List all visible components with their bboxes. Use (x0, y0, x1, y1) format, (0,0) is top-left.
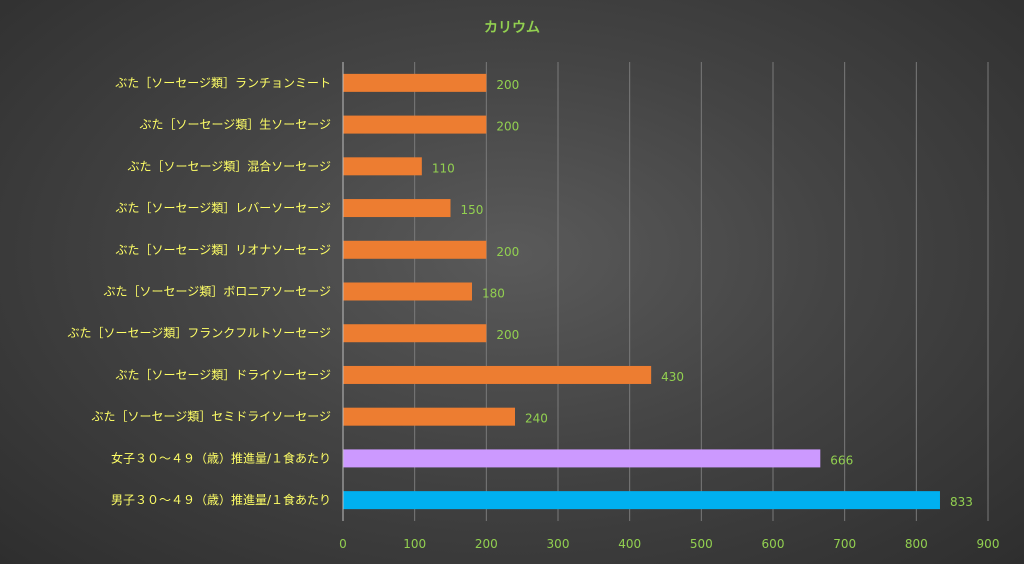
data-label: 150 (461, 203, 484, 217)
data-label: 110 (432, 161, 455, 175)
chart-title: カリウム (484, 20, 540, 36)
bar (343, 199, 451, 218)
x-tick-label: 600 (762, 537, 785, 551)
data-label: 666 (830, 453, 853, 467)
bars (343, 73, 940, 510)
x-tick-label: 100 (403, 537, 426, 551)
category-label: ぶた［ソーセージ類］セミドライソーセージ (91, 410, 331, 424)
x-tick-label: 400 (618, 537, 641, 551)
category-label: ぶた［ソーセージ類］混合ソーセージ (127, 158, 331, 173)
data-label: 833 (950, 495, 973, 509)
x-tick-label: 300 (547, 537, 570, 551)
bar (343, 365, 652, 384)
data-label: 430 (661, 370, 684, 384)
category-label: ぶた［ソーセージ類］フランクフルトソーセージ (67, 326, 331, 340)
data-label: 180 (482, 287, 505, 301)
category-label: ぶた［ソーセージ類］生ソーセージ (139, 118, 331, 132)
data-label: 200 (496, 328, 519, 342)
data-label: 240 (525, 412, 548, 426)
x-tick-label: 0 (339, 537, 347, 551)
x-tick-label: 900 (977, 537, 1000, 551)
category-label: ぶた［ソーセージ類］リオナソーセージ (115, 243, 331, 257)
bar (343, 324, 487, 343)
category-labels: ぶた［ソーセージ類］ランチョンミートぶた［ソーセージ類］生ソーセージぶた［ソーセ… (67, 76, 331, 507)
x-axis-ticks: 0 100 200 300 400 500 600 700 800 900 (339, 537, 999, 551)
bar (343, 449, 821, 468)
data-label: 200 (496, 78, 519, 92)
data-label: 200 (496, 120, 519, 134)
category-label: ぶた［ソーセージ類］レバーソーセージ (115, 201, 331, 215)
category-label: 女子３０～４９（歳）推進量/１食あたり (111, 450, 331, 465)
x-tick-label: 500 (690, 537, 713, 551)
category-label: ぶた［ソーセージ類］ドライソーセージ (115, 368, 331, 382)
data-label: 200 (496, 245, 519, 259)
bar (343, 73, 487, 92)
bar (343, 407, 515, 426)
category-label: 男子３０～４９（歳）推進量/１食あたり (111, 492, 331, 507)
bar (343, 491, 940, 510)
x-tick-label: 200 (475, 537, 498, 551)
category-label: ぶた［ソーセージ類］ランチョンミート (115, 76, 331, 90)
bar (343, 115, 487, 134)
bar (343, 240, 487, 259)
bar (343, 282, 472, 301)
bar (343, 157, 422, 176)
gridlines (414, 62, 989, 521)
category-label: ぶた［ソーセージ類］ボロニアソーセージ (103, 285, 331, 299)
x-tick-label: 800 (905, 537, 928, 551)
x-tick-label: 700 (833, 537, 856, 551)
data-labels: 200 200 110 150 200 180 200 430 240 666 833 (432, 78, 973, 509)
